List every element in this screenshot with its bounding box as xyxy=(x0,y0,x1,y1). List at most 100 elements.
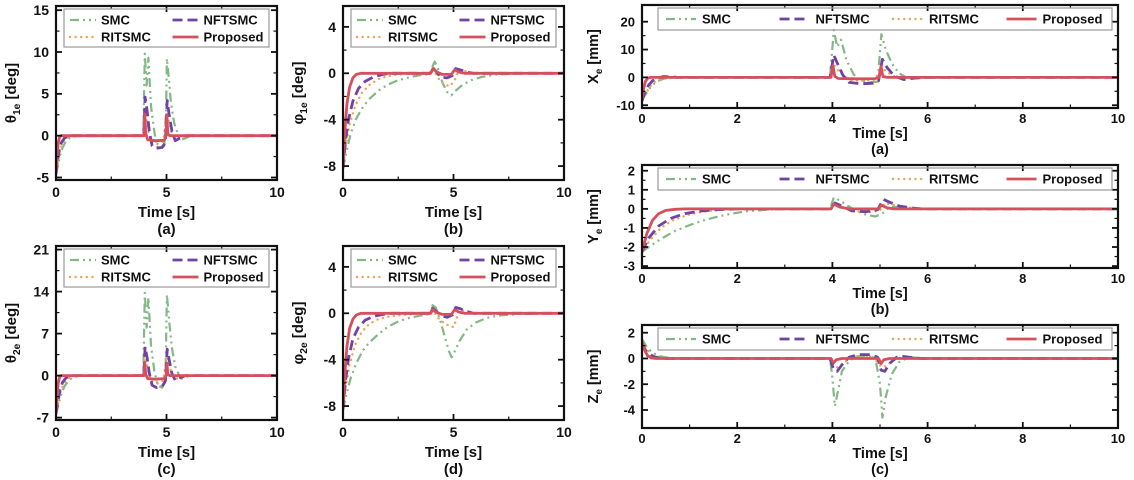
svg-text:Proposed: Proposed xyxy=(1043,332,1103,347)
svg-text:RITSMC: RITSMC xyxy=(101,270,151,285)
svg-text:20: 20 xyxy=(621,14,635,29)
svg-text:0: 0 xyxy=(628,70,635,85)
svg-text:0: 0 xyxy=(339,184,347,200)
svg-text:RITSMC: RITSMC xyxy=(929,12,979,27)
svg-text:8: 8 xyxy=(1019,111,1026,126)
chart-ze: 0 2 4 6 8 10 -4 -2 0 2 Time [s] (c) Ze [mm] SMC NFTSMC… xyxy=(580,320,1132,480)
svg-text:SMC: SMC xyxy=(388,13,418,28)
svg-text:-8: -8 xyxy=(324,158,337,174)
svg-text:NFTSMC: NFTSMC xyxy=(491,253,546,268)
svg-text:Proposed: Proposed xyxy=(1043,172,1103,187)
svg-text:(d): (d) xyxy=(444,461,463,478)
svg-text:Xe [mm]: Xe [mm] xyxy=(586,29,605,84)
svg-text:0: 0 xyxy=(328,305,336,321)
angle-error-chart-grid: 0 5 10 -5 0 5 10 15 Time [s] (a) θ1e [deg] SMC NFTSM… xyxy=(0,0,574,480)
svg-text:10: 10 xyxy=(1111,111,1125,126)
svg-text:6: 6 xyxy=(924,111,931,126)
chart-theta2e: 0 5 10 -7 0 7 14 21 Time [s] (c) θ2e [deg] SMC NFTSM… xyxy=(0,240,287,480)
svg-text:0: 0 xyxy=(638,431,645,446)
svg-text:-5: -5 xyxy=(37,169,50,185)
svg-text:SMC: SMC xyxy=(702,172,732,187)
svg-text:0: 0 xyxy=(41,128,49,144)
svg-text:8: 8 xyxy=(1019,431,1026,446)
svg-text:-10: -10 xyxy=(616,98,635,113)
svg-text:0: 0 xyxy=(628,201,635,216)
svg-text:2: 2 xyxy=(734,431,741,446)
svg-text:Time [s]: Time [s] xyxy=(852,446,908,462)
svg-text:4: 4 xyxy=(829,271,837,286)
svg-text:(a): (a) xyxy=(157,221,175,238)
svg-text:5: 5 xyxy=(163,184,171,200)
svg-text:θ1e [deg]: θ1e [deg] xyxy=(3,63,23,123)
svg-text:NFTSMC: NFTSMC xyxy=(816,12,871,27)
svg-text:1: 1 xyxy=(628,182,635,197)
svg-text:NFTSMC: NFTSMC xyxy=(204,13,259,28)
chart-ye: 0 2 4 6 8 10 -3 -2 -1 0 1 2 Time [s] (b) Ye [mm] SMC NFT… xyxy=(580,160,1132,320)
svg-text:10: 10 xyxy=(1111,271,1125,286)
svg-text:4: 4 xyxy=(328,19,336,35)
svg-text:4: 4 xyxy=(829,431,837,446)
svg-text:14: 14 xyxy=(33,284,49,300)
svg-text:SMC: SMC xyxy=(702,332,732,347)
svg-text:10: 10 xyxy=(33,44,49,60)
svg-text:NFTSMC: NFTSMC xyxy=(816,332,871,347)
svg-text:2: 2 xyxy=(628,325,635,340)
svg-text:NFTSMC: NFTSMC xyxy=(491,13,546,28)
svg-text:-2: -2 xyxy=(623,377,635,392)
svg-text:SMC: SMC xyxy=(101,253,131,268)
svg-text:5: 5 xyxy=(41,86,49,102)
svg-text:(c): (c) xyxy=(157,461,175,478)
svg-text:10: 10 xyxy=(269,424,285,440)
svg-text:0: 0 xyxy=(41,368,49,384)
chart-phi2e: 0 5 10 -8 -4 0 4 Time [s] (d) φ2e [deg] SMC NFTSMC R… xyxy=(287,240,574,480)
svg-text:4: 4 xyxy=(829,111,837,126)
svg-text:10: 10 xyxy=(1111,431,1125,446)
svg-text:0: 0 xyxy=(52,424,60,440)
svg-text:-4: -4 xyxy=(324,352,337,368)
chart-theta1e: 0 5 10 -5 0 5 10 15 Time [s] (a) θ1e [deg] SMC NFTSM… xyxy=(0,0,287,240)
svg-text:-2: -2 xyxy=(623,240,635,255)
svg-text:Proposed: Proposed xyxy=(491,30,551,45)
svg-text:0: 0 xyxy=(328,65,336,81)
svg-text:0: 0 xyxy=(638,271,645,286)
svg-text:7: 7 xyxy=(41,326,49,342)
svg-text:Time [s]: Time [s] xyxy=(138,444,195,461)
chart-xe: 0 2 4 6 8 10 -10 0 10 20 Time [s] (a) Xe [mm] SMC NFTS… xyxy=(580,0,1132,160)
svg-text:Time [s]: Time [s] xyxy=(138,204,195,221)
svg-text:(b): (b) xyxy=(444,221,463,238)
svg-text:Proposed: Proposed xyxy=(204,30,264,45)
svg-text:0: 0 xyxy=(628,351,635,366)
svg-text:-1: -1 xyxy=(623,220,635,235)
svg-text:RITSMC: RITSMC xyxy=(929,172,979,187)
svg-text:(a): (a) xyxy=(871,142,889,158)
svg-text:SMC: SMC xyxy=(101,13,131,28)
svg-text:-8: -8 xyxy=(324,398,337,414)
svg-text:Time [s]: Time [s] xyxy=(425,204,482,221)
svg-text:21: 21 xyxy=(33,242,49,258)
svg-text:6: 6 xyxy=(924,431,931,446)
svg-text:10: 10 xyxy=(269,184,285,200)
svg-text:NFTSMC: NFTSMC xyxy=(816,172,871,187)
svg-text:-3: -3 xyxy=(623,259,635,274)
svg-text:RITSMC: RITSMC xyxy=(388,30,438,45)
svg-text:RITSMC: RITSMC xyxy=(388,270,438,285)
svg-text:φ2e [deg]: φ2e [deg] xyxy=(290,302,310,365)
svg-text:Time [s]: Time [s] xyxy=(852,126,908,142)
svg-text:(c): (c) xyxy=(871,462,889,478)
svg-text:5: 5 xyxy=(163,424,171,440)
svg-text:6: 6 xyxy=(924,271,931,286)
svg-text:5: 5 xyxy=(450,424,458,440)
svg-text:8: 8 xyxy=(1019,271,1026,286)
svg-text:Ze [mm]: Ze [mm] xyxy=(586,349,605,403)
svg-text:10: 10 xyxy=(556,424,572,440)
svg-text:5: 5 xyxy=(450,184,458,200)
svg-text:Time [s]: Time [s] xyxy=(425,444,482,461)
svg-text:10: 10 xyxy=(621,42,635,57)
svg-text:SMC: SMC xyxy=(388,253,418,268)
chart-phi1e: 0 5 10 -8 -4 0 4 Time [s] (b) φ1e [deg] SMC NFTSMC R… xyxy=(287,0,574,240)
position-error-chart-stack: 0 2 4 6 8 10 -10 0 10 20 Time [s] (a) Xe [mm] SMC NFTS… xyxy=(580,0,1132,480)
svg-text:15: 15 xyxy=(33,2,49,18)
svg-text:Proposed: Proposed xyxy=(491,270,551,285)
svg-text:SMC: SMC xyxy=(702,12,732,27)
